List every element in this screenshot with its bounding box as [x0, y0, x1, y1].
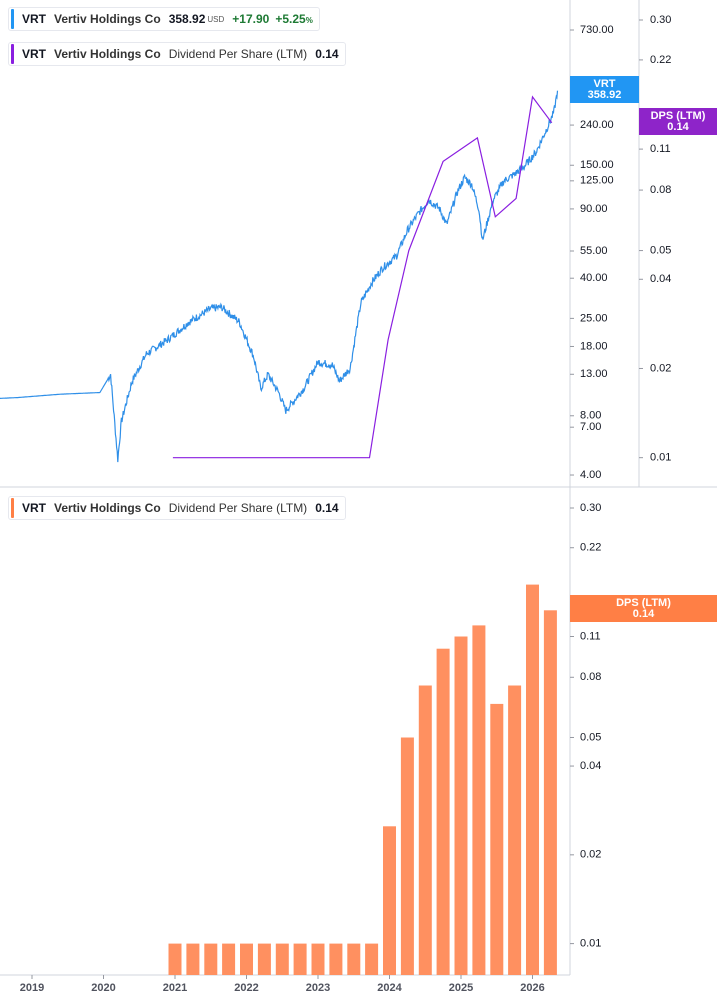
dps-axis-tick-label: 0.04 [650, 273, 671, 285]
legend-metric-value: 0.14 [315, 47, 339, 61]
dps-bar [472, 625, 486, 975]
dps-bar [454, 636, 468, 975]
dps-bar [222, 943, 236, 975]
dps-bar [490, 703, 504, 975]
dps-axis-tick-label: 0.02 [650, 362, 671, 374]
legend-metric-value: 0.14 [315, 501, 339, 515]
legend-change-percent: +5.25% [275, 12, 313, 26]
dps-axis-tick-label: 0.11 [650, 143, 671, 155]
bar-axis-tick-label: 0.08 [580, 671, 601, 683]
dps-bar [436, 648, 450, 975]
dps-bar [240, 943, 253, 975]
legend-currency: USD [207, 14, 225, 24]
price-series-line [0, 90, 559, 463]
dps-axis-tick-label: 0.30 [650, 14, 671, 26]
dps-bar [275, 943, 289, 975]
legend-company-name: Vertiv Holdings Co [54, 47, 161, 61]
legend-ticker: VRT [22, 501, 46, 515]
price-legend[interactable]: VRT Vertiv Holdings Co 358.92 USD +17.90… [8, 7, 320, 31]
price-axis-tick-label: 25.00 [580, 312, 608, 324]
dps-axis-tick-label: 0.08 [650, 184, 671, 196]
dps-axis-tag-bottom: DPS (LTM) 0.14 [570, 595, 717, 622]
dps-axis-tick-label: 0.01 [650, 452, 671, 464]
price-axis-tick-label: 7.00 [580, 421, 601, 433]
dps-legend-top[interactable]: VRT Vertiv Holdings Co Dividend Per Shar… [8, 42, 346, 66]
dps-axis-tag-top: DPS (LTM) 0.14 [639, 108, 717, 135]
time-axis-tick-label: 2022 [234, 982, 258, 994]
dps-bar [508, 685, 522, 975]
dps-bar [257, 943, 271, 975]
dps-bar [204, 943, 218, 975]
legend-last-price: 358.92 [168, 12, 206, 26]
dps-axis-tick-label: 0.22 [650, 54, 671, 66]
legend-ticker: VRT [22, 47, 46, 61]
time-axis-tick-label: 2020 [91, 982, 115, 994]
time-axis-tick-label: 2026 [520, 982, 544, 994]
bar-legend-swatch [11, 498, 14, 518]
price-axis-tick-label: 18.00 [580, 340, 608, 352]
dps-bar [543, 610, 557, 975]
price-axis-tick-label: 240.00 [580, 119, 614, 131]
bar-axis-tick-label: 0.22 [580, 542, 601, 554]
price-axis-tick-label: 40.00 [580, 272, 608, 284]
bar-axis-tick-label: 0.02 [580, 849, 601, 861]
dps-bar [347, 943, 361, 975]
legend-ticker: VRT [22, 12, 46, 26]
dps-bar [186, 943, 200, 975]
bar-axis-tick-label: 0.11 [580, 630, 601, 642]
price-axis-tick-label: 55.00 [580, 245, 608, 257]
bar-axis-tick-label: 0.05 [580, 731, 601, 743]
legend-metric-label: Dividend Per Share (LTM) [168, 501, 308, 515]
time-axis-tick-label: 2021 [163, 982, 187, 994]
time-axis-tick-label: 2024 [377, 982, 402, 994]
time-axis-tick-label: 2023 [306, 982, 330, 994]
price-axis-tick-label: 125.00 [580, 175, 614, 187]
bar-axis-tick-label: 0.04 [580, 760, 601, 772]
dps-bar [418, 685, 432, 975]
dps-bar [526, 584, 539, 975]
legend-company-name: Vertiv Holdings Co [54, 12, 161, 26]
time-axis-tick-label: 2019 [20, 982, 44, 994]
price-axis-tick-label: 150.00 [580, 159, 614, 171]
price-axis-tag: VRT 358.92 [570, 76, 639, 103]
bar-axis-tick-label: 0.01 [580, 938, 601, 950]
price-axis-tick-label: 13.00 [580, 368, 608, 380]
dps-bar [311, 943, 325, 975]
dps-axis-tick-label: 0.05 [650, 244, 671, 256]
dps-bar [329, 943, 343, 975]
legend-change: +17.90 [232, 12, 270, 26]
dps-legend-bottom[interactable]: VRT Vertiv Holdings Co Dividend Per Shar… [8, 496, 346, 520]
price-axis-tick-label: 4.00 [580, 469, 601, 481]
time-axis-tick-label: 2025 [449, 982, 473, 994]
dps-bar [293, 943, 307, 975]
dps-bar [168, 943, 182, 975]
price-axis-tick-label: 730.00 [580, 24, 614, 36]
legend-company-name: Vertiv Holdings Co [54, 501, 161, 515]
dps-series-line [172, 95, 553, 459]
legend-metric-label: Dividend Per Share (LTM) [168, 47, 308, 61]
bar-axis-tick-label: 0.30 [580, 502, 601, 514]
dps-legend-swatch [11, 44, 14, 64]
price-legend-swatch [11, 9, 14, 29]
dps-bar [365, 943, 379, 975]
dps-bar [383, 826, 396, 975]
price-axis-tick-label: 90.00 [580, 203, 608, 215]
price-axis-tick-label: 8.00 [580, 410, 601, 422]
dps-bar [400, 737, 414, 975]
